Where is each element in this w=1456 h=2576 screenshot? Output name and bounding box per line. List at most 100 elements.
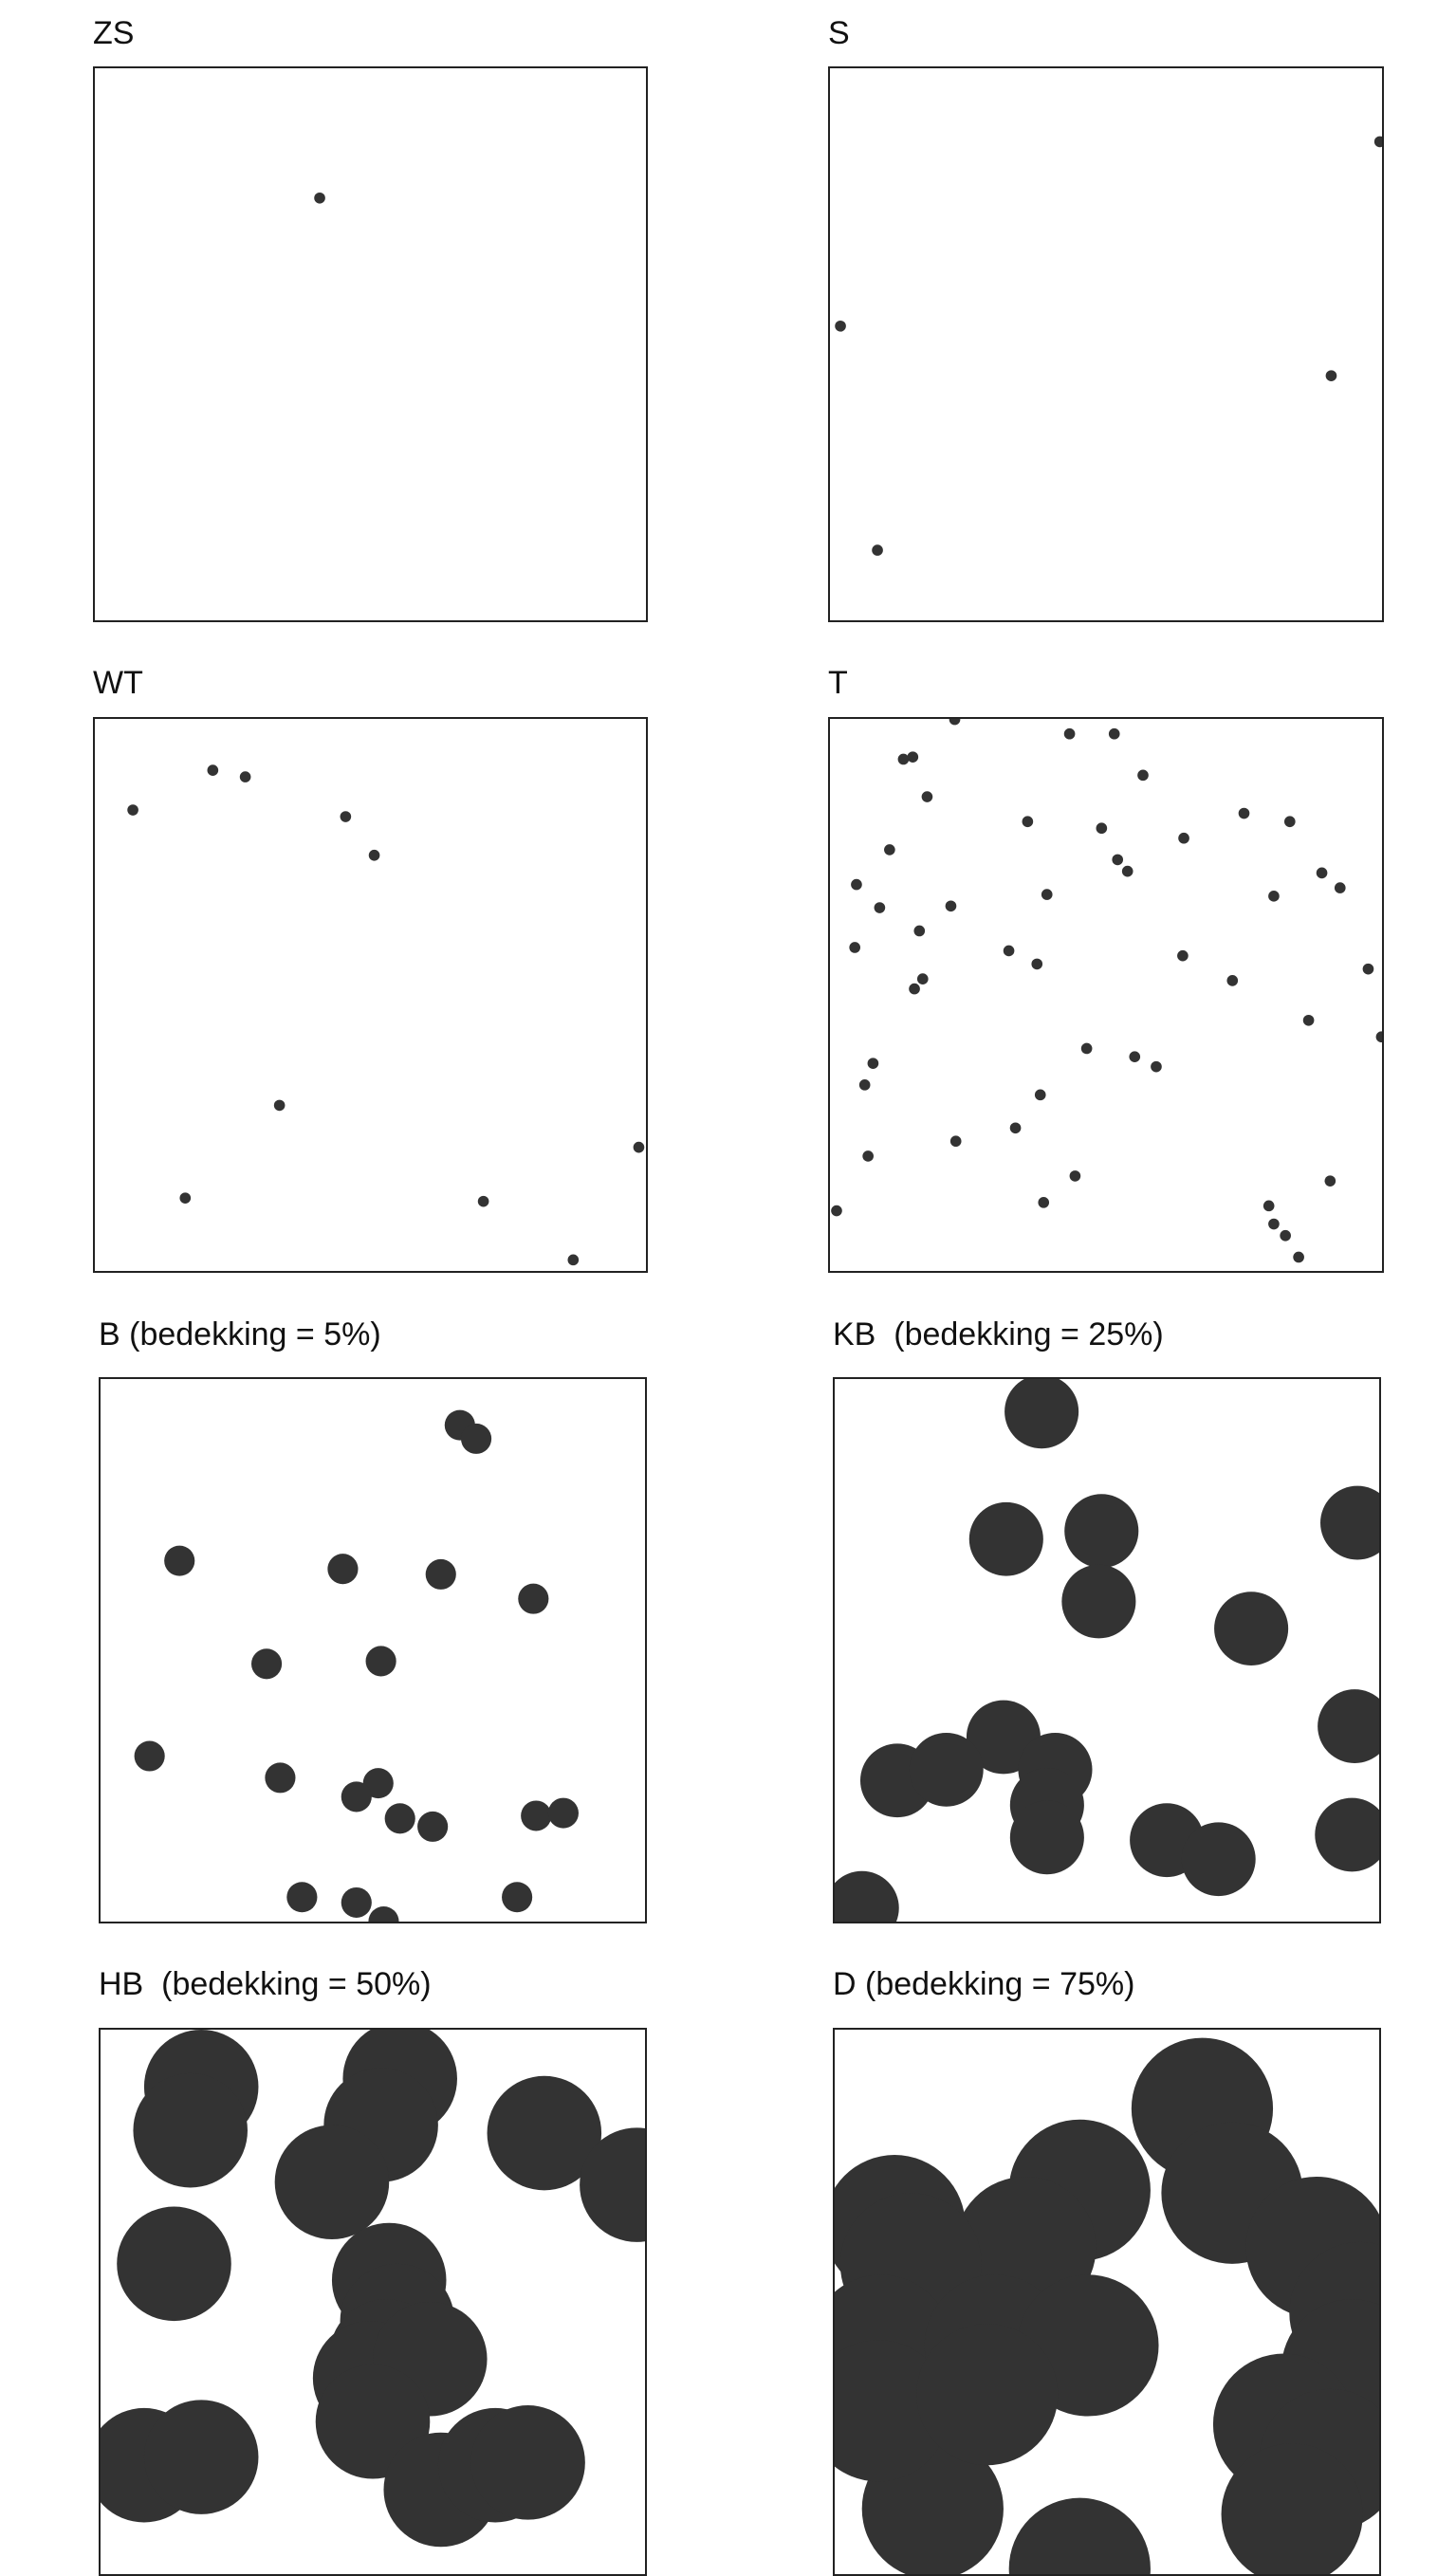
point bbox=[1238, 807, 1250, 819]
point bbox=[207, 764, 219, 776]
point bbox=[1324, 1175, 1336, 1187]
point bbox=[872, 544, 883, 556]
panel-canvas bbox=[314, 192, 325, 204]
point bbox=[1063, 727, 1076, 740]
disk bbox=[1318, 1689, 1379, 1763]
point bbox=[239, 771, 251, 782]
panel-canvas bbox=[134, 1409, 579, 1922]
point bbox=[1334, 882, 1346, 893]
disk bbox=[143, 2400, 259, 2514]
disk bbox=[265, 1762, 296, 1794]
disk bbox=[1221, 2443, 1363, 2574]
panel-title-hb: HB (bedekking = 50%) bbox=[99, 1966, 432, 2002]
point bbox=[1069, 1170, 1081, 1182]
point bbox=[909, 983, 920, 995]
disk bbox=[580, 2127, 645, 2242]
point bbox=[1375, 1031, 1382, 1043]
point bbox=[1129, 1051, 1141, 1063]
point bbox=[916, 973, 929, 984]
disk bbox=[425, 1558, 456, 1590]
disk bbox=[460, 1423, 492, 1454]
point bbox=[1302, 1014, 1315, 1026]
point bbox=[1262, 1200, 1275, 1212]
panel-canvas bbox=[835, 2037, 1379, 2574]
point bbox=[340, 811, 352, 822]
point bbox=[874, 902, 886, 913]
panel-canvas bbox=[127, 764, 645, 1266]
panel-hb bbox=[99, 2028, 647, 2576]
panel-b bbox=[99, 1377, 647, 1923]
disk bbox=[341, 1886, 372, 1918]
panel-wt bbox=[93, 717, 648, 1273]
point bbox=[1022, 816, 1034, 828]
point bbox=[1373, 136, 1382, 148]
point bbox=[1151, 1060, 1162, 1073]
disk bbox=[502, 1882, 533, 1913]
point bbox=[273, 1099, 286, 1112]
point bbox=[835, 320, 846, 332]
panel-canvas bbox=[101, 2030, 645, 2548]
point bbox=[862, 1150, 874, 1162]
disk bbox=[286, 1882, 318, 1913]
disk bbox=[1008, 2497, 1151, 2574]
point bbox=[1268, 1218, 1280, 1230]
point bbox=[897, 753, 910, 765]
panel-canvas bbox=[835, 1379, 1379, 1922]
panel-d bbox=[833, 2028, 1381, 2576]
panel-title-zs: ZS bbox=[93, 15, 135, 51]
disk bbox=[518, 1583, 549, 1614]
point bbox=[368, 849, 380, 861]
disk bbox=[1214, 1592, 1289, 1666]
disk bbox=[362, 1768, 394, 1799]
point bbox=[179, 1192, 192, 1204]
panel-title-wt: WT bbox=[93, 665, 143, 701]
disk bbox=[916, 2323, 1059, 2466]
disk bbox=[1004, 1379, 1079, 1449]
disk bbox=[368, 1905, 399, 1922]
point bbox=[1003, 945, 1015, 957]
point bbox=[907, 751, 919, 763]
point bbox=[567, 1254, 580, 1266]
point bbox=[1178, 832, 1189, 844]
disk bbox=[547, 1797, 579, 1829]
disk bbox=[384, 1803, 415, 1834]
panel-zs bbox=[93, 66, 648, 622]
panel-title-t: T bbox=[828, 665, 848, 701]
point bbox=[858, 1079, 871, 1091]
panel-kb bbox=[833, 1377, 1381, 1923]
point bbox=[913, 925, 926, 937]
panel-title-b: B (bedekking = 5%) bbox=[99, 1316, 381, 1352]
point bbox=[1034, 1089, 1046, 1101]
point bbox=[1112, 854, 1124, 866]
disk bbox=[164, 1545, 195, 1576]
point bbox=[477, 1195, 489, 1207]
point bbox=[949, 1135, 962, 1148]
disk bbox=[1320, 1485, 1379, 1560]
disk bbox=[1181, 1822, 1256, 1897]
disk bbox=[1064, 1494, 1139, 1569]
panel-title-s: S bbox=[828, 15, 850, 51]
disk bbox=[274, 2125, 390, 2239]
point bbox=[849, 942, 861, 953]
panel-t bbox=[828, 717, 1384, 1273]
point bbox=[314, 192, 325, 204]
point bbox=[1121, 865, 1133, 877]
disk bbox=[487, 2075, 602, 2191]
disk bbox=[1009, 1800, 1084, 1875]
point bbox=[851, 878, 862, 891]
point bbox=[921, 791, 933, 802]
point bbox=[1280, 1229, 1291, 1242]
disk bbox=[417, 1811, 449, 1842]
panel-canvas bbox=[831, 719, 1382, 1263]
disk bbox=[134, 1740, 165, 1772]
panel-title-d: D (bedekking = 75%) bbox=[833, 1966, 1135, 2002]
disk bbox=[968, 1501, 1043, 1576]
point bbox=[884, 844, 895, 856]
panel-canvas bbox=[835, 136, 1382, 556]
point bbox=[1268, 891, 1280, 902]
disk bbox=[133, 2072, 248, 2188]
point bbox=[1041, 889, 1053, 900]
point bbox=[1325, 370, 1337, 381]
point bbox=[1283, 816, 1296, 828]
point bbox=[1009, 1122, 1022, 1134]
